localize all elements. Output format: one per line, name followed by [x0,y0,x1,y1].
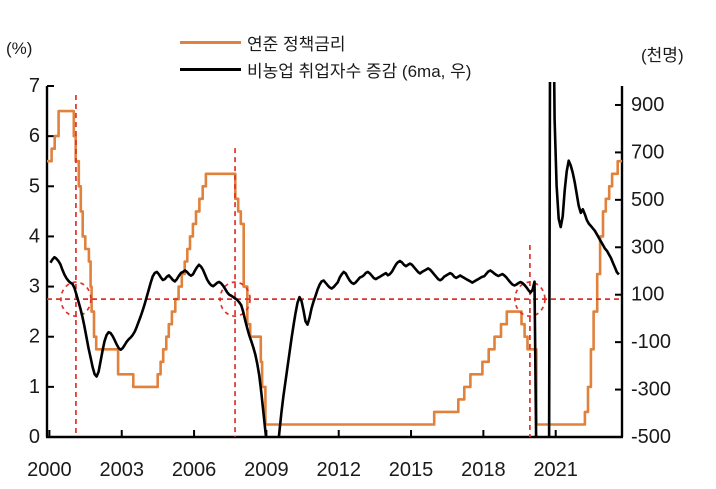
x-axis-tick-label: 2006 [172,459,217,481]
x-axis-tick-label: 2018 [461,459,506,481]
payrolls-line [49,82,620,437]
legend-item-policy-rate: 연준 정책금리 [180,32,471,54]
right-axis-tick-label: 900 [631,94,664,116]
x-axis-tick-label: 2000 [27,459,72,481]
left-axis-tick-label: 7 [29,75,40,97]
x-axis-tick-label: 2003 [99,459,144,481]
right-axis-unit-label: (천명) [641,46,684,65]
legend-item-payrolls: 비농업 취업자수 증감 (6ma, 우) [180,59,472,81]
right-axis-tick-label: -100 [631,331,671,353]
left-axis-tick-label: 5 [29,175,40,197]
legend-label-payrolls: 비농업 취업자수 증감 (6ma, 우) [247,62,472,81]
left-axis-tick-label: 3 [29,276,40,298]
right-axis-tick-label: 300 [631,236,664,258]
left-axis-tick-label: 4 [29,225,40,247]
right-axis-tick-label: 700 [631,141,664,163]
left-axis-tick-label: 0 [29,426,40,448]
right-axis-tick-label: 100 [631,284,664,306]
intersection-highlight-circle [219,281,251,317]
left-axis-unit-label: (%) [6,39,33,58]
left-axis-tick-label: 6 [29,125,40,147]
policy-rate-line-swatch [180,41,241,44]
left-axis-tick-label: 1 [29,376,40,398]
x-axis-tick-label: 2015 [389,459,434,481]
payrolls-line-swatch [180,68,241,71]
policy-rate-line [47,109,622,426]
x-axis-tick-label: 2012 [316,459,361,481]
intersection-highlight-circle [60,281,92,317]
left-axis-tick-label: 2 [29,326,40,348]
legend: 연준 정책금리 비농업 취업자수 증감 (6ma, 우) [180,32,472,81]
x-axis-tick-label: 2021 [533,459,578,481]
intersection-highlight-circle [514,281,546,317]
right-axis-tick-label: -500 [631,426,671,448]
x-axis-tick-label: 2009 [244,459,289,481]
right-axis-tick-label: -300 [631,379,671,401]
annotations [47,95,622,437]
axes: 0 1 2 3 4 5 6 7 -500 -300 -100 100 300 500 700 900 2000 2… [27,75,671,481]
legend-label-policy-rate: 연준 정책금리 [247,35,346,54]
right-axis-tick-label: 500 [631,189,664,211]
